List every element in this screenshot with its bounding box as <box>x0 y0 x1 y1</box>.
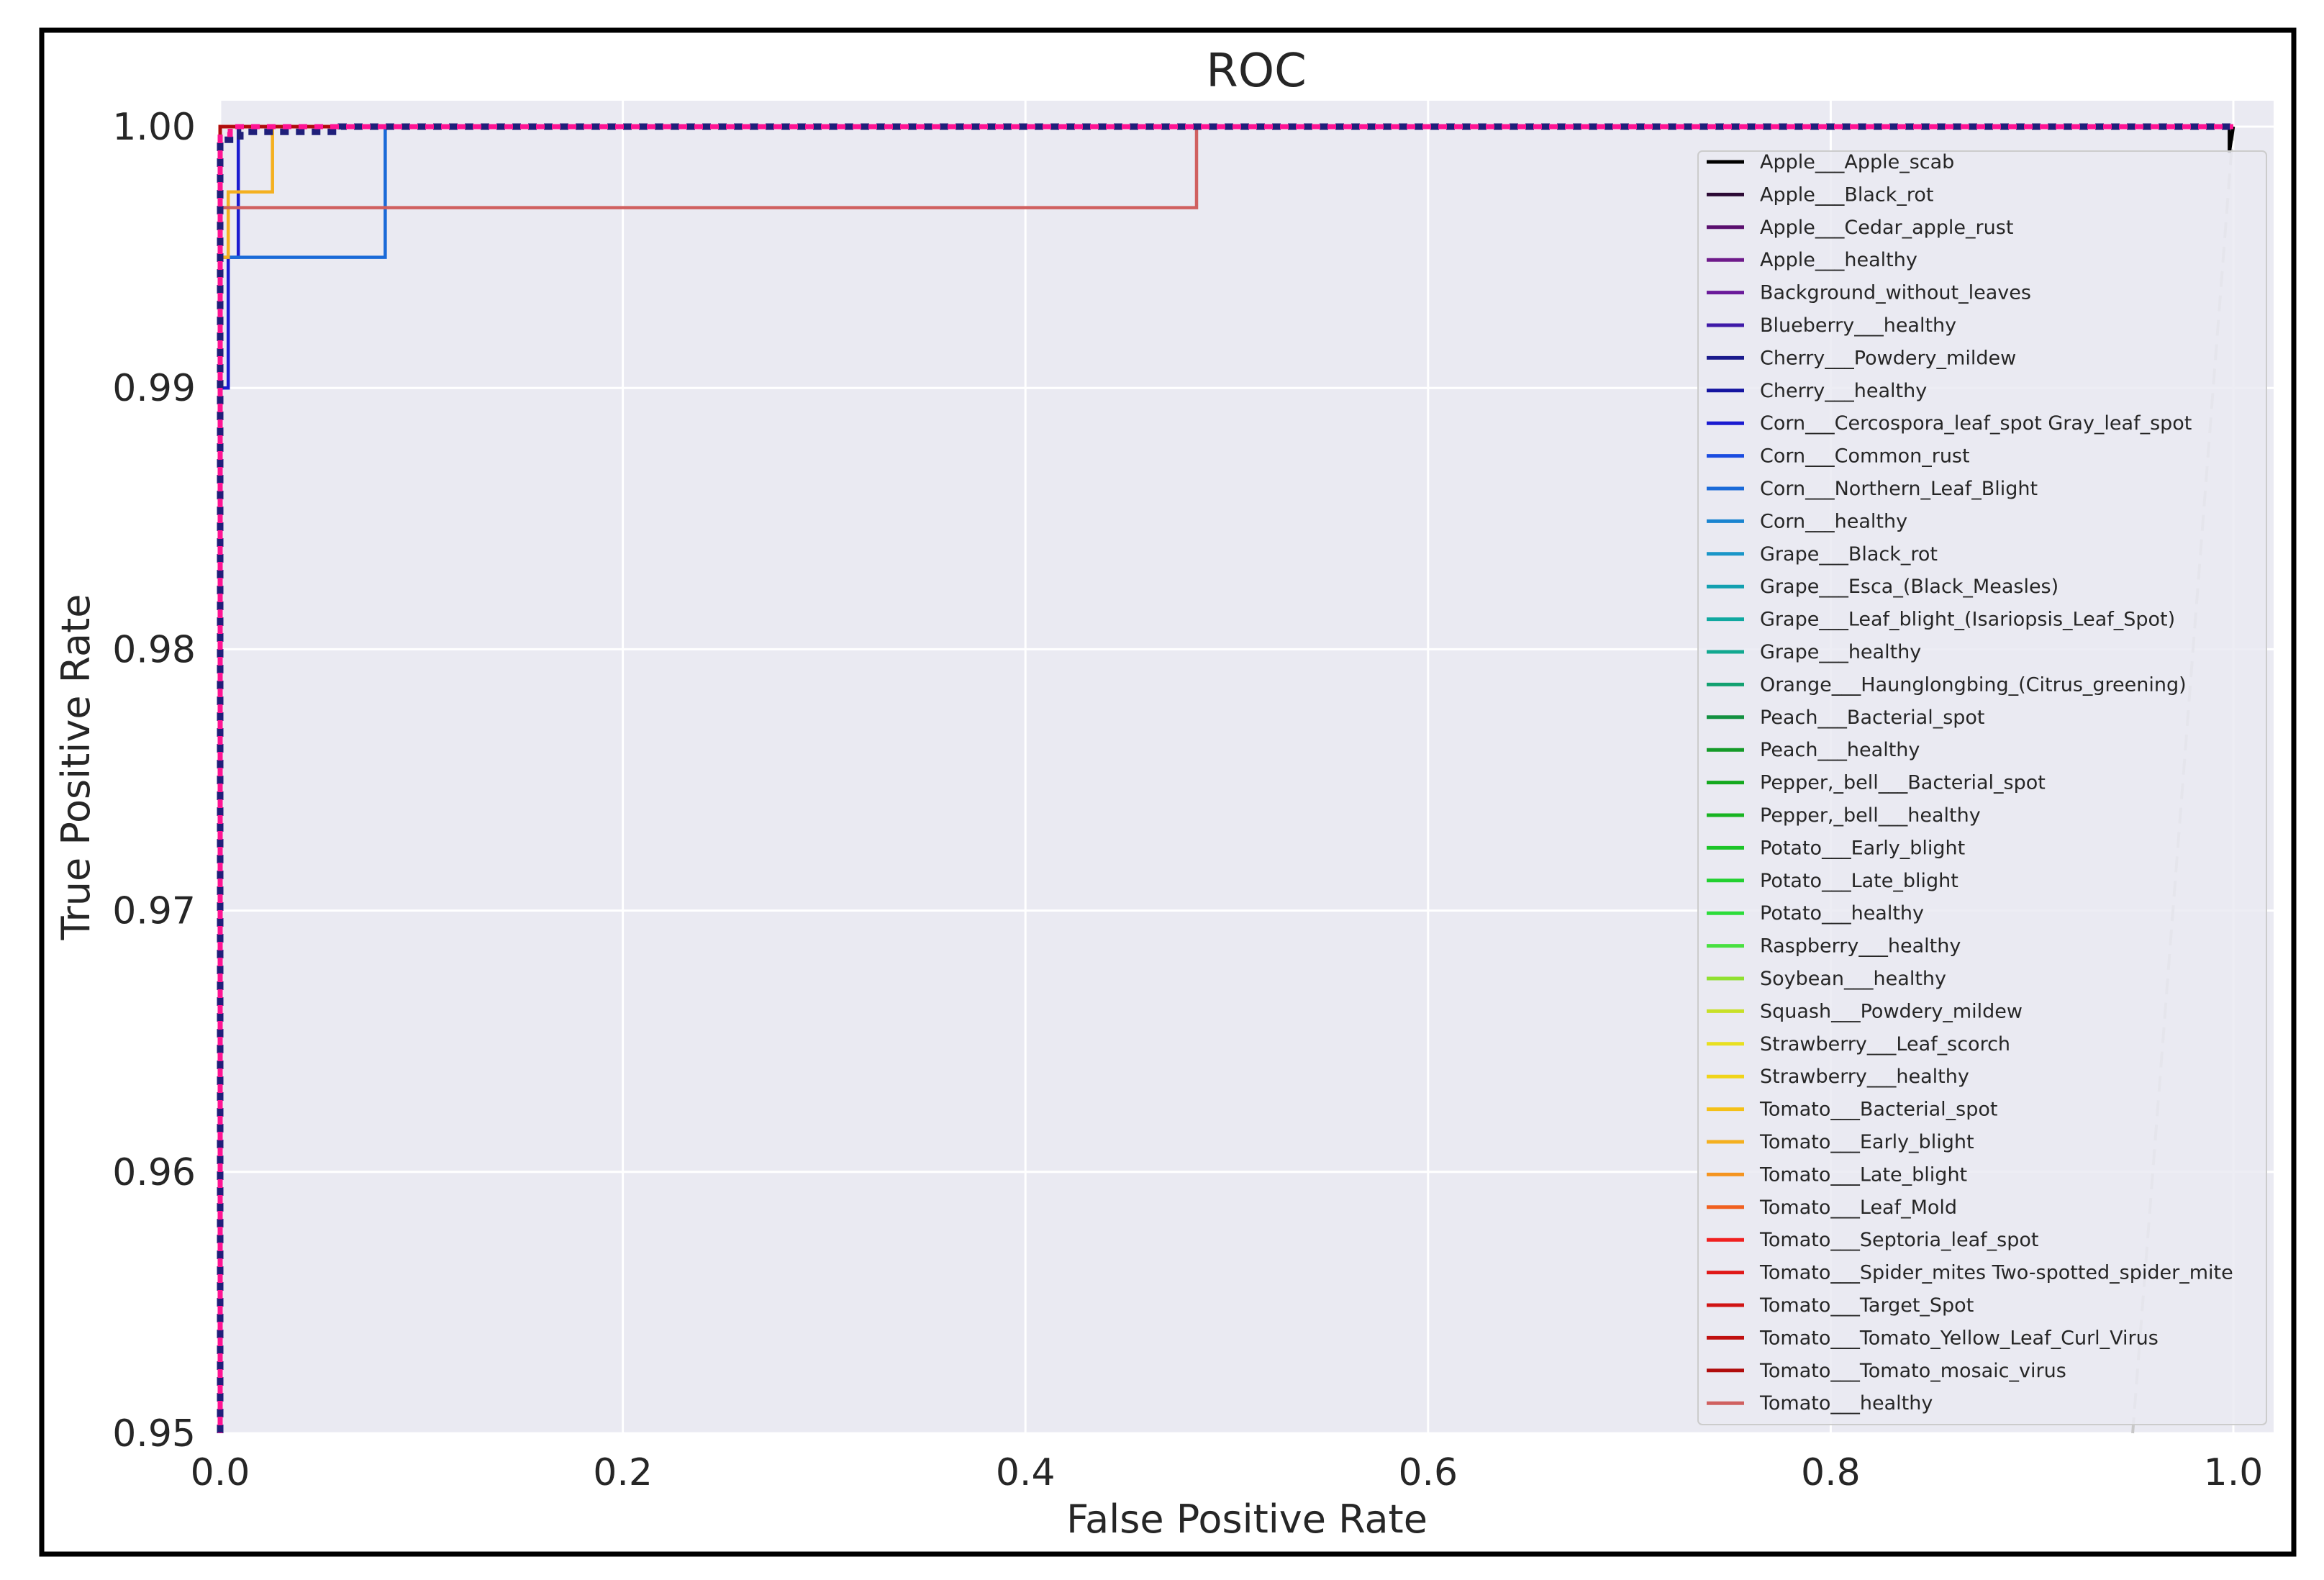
y-axis-ticks: 1.00 0.99 0.98 0.97 0.96 0.95 <box>112 106 196 1456</box>
legend-label: Pepper,_bell___Bacterial_spot <box>1760 772 2046 794</box>
y-tick-label: 0.97 <box>112 890 196 933</box>
legend-label: Tomato___Tomato_Yellow_Leaf_Curl_Virus <box>1759 1327 2159 1349</box>
legend-label: Tomato___Spider_mites Two-spotted_spider… <box>1759 1262 2233 1284</box>
y-tick-label: 1.00 <box>112 106 196 149</box>
legend-label: Apple___Cedar_apple_rust <box>1760 217 2013 239</box>
legend-label: Strawberry___Leaf_scorch <box>1760 1033 2010 1055</box>
y-tick-label: 0.99 <box>112 367 196 410</box>
legend-label: Corn___healthy <box>1760 510 1907 532</box>
legend-label: Grape___healthy <box>1760 641 1921 663</box>
average-lines <box>217 123 2233 1433</box>
legend-label: Tomato___Target_Spot <box>1759 1294 1974 1317</box>
legend-label: Strawberry___healthy <box>1760 1066 1969 1088</box>
micro-average-line <box>217 123 2233 1433</box>
legend-label: Corn___Cercospora_leaf_spot Gray_leaf_sp… <box>1760 412 2192 435</box>
legend-box <box>1697 150 2267 1425</box>
legend-label: Squash___Powdery_mildew <box>1760 1000 2023 1022</box>
legend-label: Blueberry___healthy <box>1760 314 1956 337</box>
legend-label: Grape___Black_rot <box>1760 543 1938 566</box>
legend-label: Grape___Esca_(Black_Measles) <box>1760 576 2059 598</box>
legend-label: Corn___Northern_Leaf_Blight <box>1760 478 2038 500</box>
x-axis-label: False Positive Rate <box>1066 1497 1427 1542</box>
legend-label: Cherry___healthy <box>1760 380 1927 402</box>
legend-label: Cherry___Powdery_mildew <box>1760 347 2016 369</box>
legend-label: Peach___healthy <box>1760 739 1920 761</box>
y-tick-label: 0.95 <box>112 1412 196 1456</box>
legend-label: Tomato___Early_blight <box>1759 1131 1974 1153</box>
legend-label: Background_without_leaves <box>1760 282 2031 304</box>
legend-label: Tomato___healthy <box>1759 1392 1933 1415</box>
legend-label: Tomato___Bacterial_spot <box>1759 1099 1997 1121</box>
x-tick-label: 0.8 <box>1801 1451 1861 1494</box>
legend-label: Pepper,_bell___healthy <box>1760 804 1981 827</box>
x-tick-label: 0.4 <box>996 1451 1056 1494</box>
y-axis-label: True Positive Rate <box>53 594 99 940</box>
legend-label: Tomato___Tomato_mosaic_virus <box>1759 1360 2066 1382</box>
legend-label: Potato___Late_blight <box>1760 870 1958 892</box>
x-tick-label: 0.6 <box>1398 1451 1458 1494</box>
legend-label: Grape___Leaf_blight_(Isariopsis_Leaf_Spo… <box>1760 609 2175 631</box>
x-axis-ticks: 0.0 0.2 0.4 0.6 0.8 1.0 <box>191 1451 2264 1494</box>
legend-label: Peach___Bacterial_spot <box>1760 707 1985 729</box>
legend-label: Raspberry___healthy <box>1760 935 1961 958</box>
legend-label: Tomato___Late_blight <box>1759 1163 1967 1186</box>
x-tick-label: 0.0 <box>191 1451 250 1494</box>
x-tick-label: 0.2 <box>593 1451 653 1494</box>
legend-label: Apple___Apple_scab <box>1760 151 1954 173</box>
x-tick-label: 1.0 <box>2204 1451 2264 1494</box>
legend-label: Potato___Early_blight <box>1760 837 1965 859</box>
legend-label: Corn___Common_rust <box>1760 445 1970 468</box>
legend-label: Orange___Haunglongbing_(Citrus_greening) <box>1760 673 2187 696</box>
y-tick-label: 0.96 <box>112 1151 196 1194</box>
y-tick-label: 0.98 <box>112 628 196 671</box>
legend-label: Potato___healthy <box>1760 902 1924 925</box>
legend-label: Apple___Black_rot <box>1760 183 1934 206</box>
legend-label: Apple___healthy <box>1760 249 1917 271</box>
legend-label: Soybean___healthy <box>1760 968 1946 990</box>
chart-title: ROC <box>1206 45 1307 98</box>
legend-label: Tomato___Septoria_leaf_spot <box>1759 1229 2039 1251</box>
legend-label: Tomato___Leaf_Mold <box>1759 1197 1957 1219</box>
legend: Apple___Apple_scab Apple___Black_rot Apple… <box>1697 150 2267 1425</box>
macro-average-line <box>217 124 2233 1433</box>
